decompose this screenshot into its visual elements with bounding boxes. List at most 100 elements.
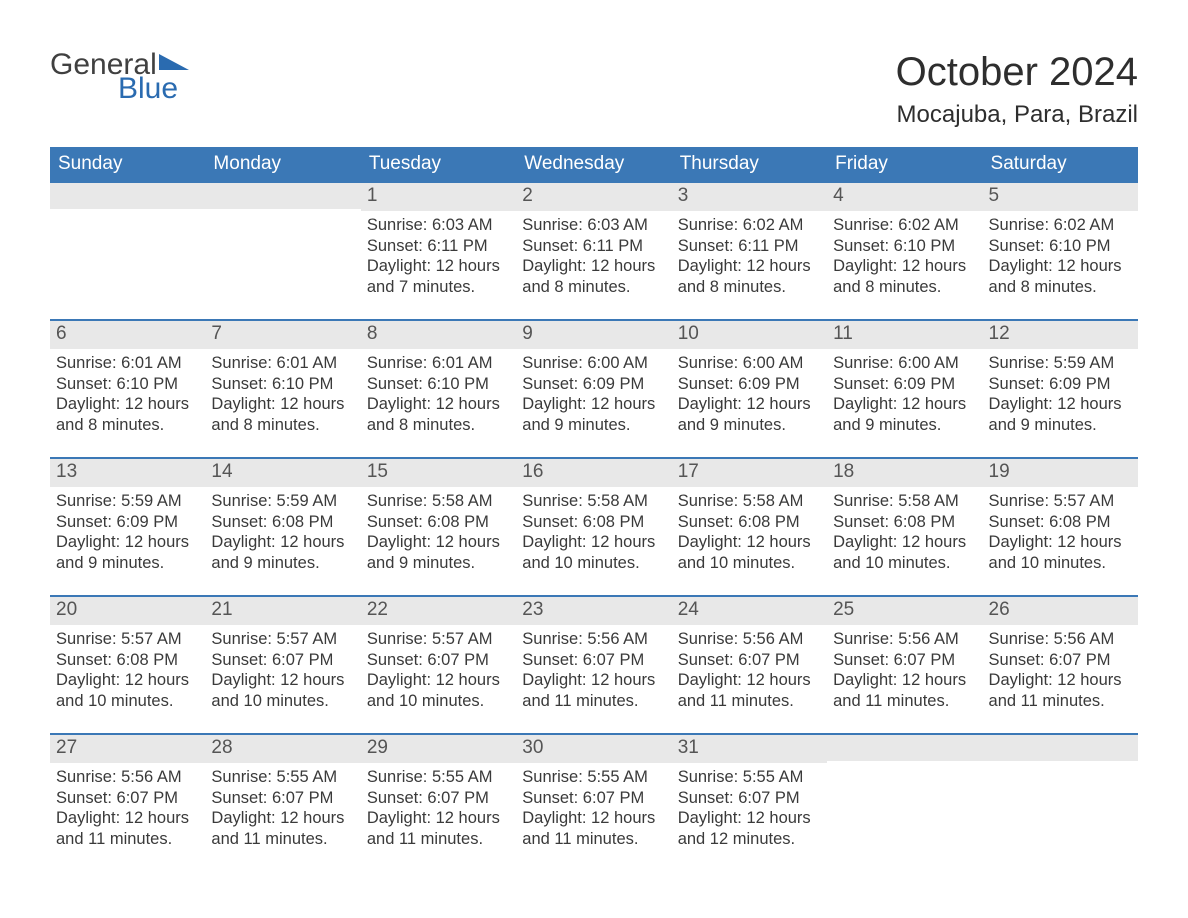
sunset-text: Sunset: 6:07 PM <box>678 788 821 809</box>
weekday-header: Friday <box>827 147 982 183</box>
sunset-text: Sunset: 6:08 PM <box>833 512 976 533</box>
week-row: 6Sunrise: 6:01 AMSunset: 6:10 PMDaylight… <box>50 319 1138 449</box>
daylight-text: Daylight: 12 hours and 8 minutes. <box>367 394 510 435</box>
day-body: Sunrise: 5:58 AMSunset: 6:08 PMDaylight:… <box>361 487 516 574</box>
brand-part2: Blue <box>118 74 189 104</box>
day-cell: 12Sunrise: 5:59 AMSunset: 6:09 PMDayligh… <box>983 321 1138 449</box>
day-body <box>50 209 205 213</box>
weekday-header: Sunday <box>50 147 205 183</box>
sunset-text: Sunset: 6:08 PM <box>211 512 354 533</box>
sunset-text: Sunset: 6:07 PM <box>522 650 665 671</box>
day-body: Sunrise: 6:01 AMSunset: 6:10 PMDaylight:… <box>205 349 360 436</box>
sunrise-text: Sunrise: 5:59 AM <box>989 353 1132 374</box>
daylight-text: Daylight: 12 hours and 8 minutes. <box>522 256 665 297</box>
day-number: 7 <box>205 321 360 349</box>
weeks-container: 1Sunrise: 6:03 AMSunset: 6:11 PMDaylight… <box>50 183 1138 863</box>
title-block: October 2024 Mocajuba, Para, Brazil <box>896 50 1138 129</box>
sunrise-text: Sunrise: 6:02 AM <box>833 215 976 236</box>
sunrise-text: Sunrise: 6:02 AM <box>678 215 821 236</box>
day-number: 25 <box>827 597 982 625</box>
sunrise-text: Sunrise: 6:02 AM <box>989 215 1132 236</box>
day-number: 20 <box>50 597 205 625</box>
day-body: Sunrise: 6:00 AMSunset: 6:09 PMDaylight:… <box>516 349 671 436</box>
day-number: 2 <box>516 183 671 211</box>
day-cell: 14Sunrise: 5:59 AMSunset: 6:08 PMDayligh… <box>205 459 360 587</box>
day-body: Sunrise: 5:58 AMSunset: 6:08 PMDaylight:… <box>516 487 671 574</box>
day-cell: 11Sunrise: 6:00 AMSunset: 6:09 PMDayligh… <box>827 321 982 449</box>
day-body: Sunrise: 5:56 AMSunset: 6:07 PMDaylight:… <box>827 625 982 712</box>
sunrise-text: Sunrise: 5:59 AM <box>56 491 199 512</box>
day-number: 16 <box>516 459 671 487</box>
sunset-text: Sunset: 6:08 PM <box>989 512 1132 533</box>
day-number: 22 <box>361 597 516 625</box>
day-cell: 19Sunrise: 5:57 AMSunset: 6:08 PMDayligh… <box>983 459 1138 587</box>
day-cell: 29Sunrise: 5:55 AMSunset: 6:07 PMDayligh… <box>361 735 516 863</box>
weekday-header: Monday <box>205 147 360 183</box>
day-body: Sunrise: 5:57 AMSunset: 6:07 PMDaylight:… <box>205 625 360 712</box>
day-number <box>205 183 360 209</box>
day-cell <box>827 735 982 863</box>
day-body: Sunrise: 6:00 AMSunset: 6:09 PMDaylight:… <box>827 349 982 436</box>
day-body: Sunrise: 5:56 AMSunset: 6:07 PMDaylight:… <box>516 625 671 712</box>
week-row: 20Sunrise: 5:57 AMSunset: 6:08 PMDayligh… <box>50 595 1138 725</box>
sunset-text: Sunset: 6:11 PM <box>678 236 821 257</box>
day-body: Sunrise: 5:55 AMSunset: 6:07 PMDaylight:… <box>205 763 360 850</box>
sunset-text: Sunset: 6:07 PM <box>211 788 354 809</box>
day-cell: 24Sunrise: 5:56 AMSunset: 6:07 PMDayligh… <box>672 597 827 725</box>
sunrise-text: Sunrise: 6:00 AM <box>678 353 821 374</box>
daylight-text: Daylight: 12 hours and 9 minutes. <box>989 394 1132 435</box>
day-number: 17 <box>672 459 827 487</box>
month-title: October 2024 <box>896 50 1138 95</box>
day-number <box>827 735 982 761</box>
daylight-text: Daylight: 12 hours and 9 minutes. <box>56 532 199 573</box>
day-cell: 6Sunrise: 6:01 AMSunset: 6:10 PMDaylight… <box>50 321 205 449</box>
sunset-text: Sunset: 6:11 PM <box>367 236 510 257</box>
day-body: Sunrise: 5:55 AMSunset: 6:07 PMDaylight:… <box>361 763 516 850</box>
day-cell: 16Sunrise: 5:58 AMSunset: 6:08 PMDayligh… <box>516 459 671 587</box>
sunset-text: Sunset: 6:10 PM <box>833 236 976 257</box>
sunset-text: Sunset: 6:07 PM <box>989 650 1132 671</box>
sunrise-text: Sunrise: 5:57 AM <box>367 629 510 650</box>
sunset-text: Sunset: 6:08 PM <box>367 512 510 533</box>
sunrise-text: Sunrise: 5:58 AM <box>367 491 510 512</box>
week-row: 1Sunrise: 6:03 AMSunset: 6:11 PMDaylight… <box>50 183 1138 311</box>
day-body: Sunrise: 5:58 AMSunset: 6:08 PMDaylight:… <box>672 487 827 574</box>
day-body: Sunrise: 6:03 AMSunset: 6:11 PMDaylight:… <box>361 211 516 298</box>
day-cell: 22Sunrise: 5:57 AMSunset: 6:07 PMDayligh… <box>361 597 516 725</box>
day-number: 31 <box>672 735 827 763</box>
daylight-text: Daylight: 12 hours and 10 minutes. <box>211 670 354 711</box>
day-number: 19 <box>983 459 1138 487</box>
sunrise-text: Sunrise: 5:58 AM <box>678 491 821 512</box>
sunrise-text: Sunrise: 5:57 AM <box>989 491 1132 512</box>
day-cell: 17Sunrise: 5:58 AMSunset: 6:08 PMDayligh… <box>672 459 827 587</box>
day-number: 15 <box>361 459 516 487</box>
day-cell: 27Sunrise: 5:56 AMSunset: 6:07 PMDayligh… <box>50 735 205 863</box>
daylight-text: Daylight: 12 hours and 10 minutes. <box>56 670 199 711</box>
calendar: Sunday Monday Tuesday Wednesday Thursday… <box>50 147 1138 863</box>
day-body: Sunrise: 6:00 AMSunset: 6:09 PMDaylight:… <box>672 349 827 436</box>
sunrise-text: Sunrise: 5:56 AM <box>522 629 665 650</box>
sunset-text: Sunset: 6:07 PM <box>56 788 199 809</box>
day-cell <box>205 183 360 311</box>
sunset-text: Sunset: 6:10 PM <box>367 374 510 395</box>
sunset-text: Sunset: 6:07 PM <box>211 650 354 671</box>
daylight-text: Daylight: 12 hours and 10 minutes. <box>367 670 510 711</box>
sunrise-text: Sunrise: 5:57 AM <box>56 629 199 650</box>
day-number: 21 <box>205 597 360 625</box>
sunset-text: Sunset: 6:11 PM <box>522 236 665 257</box>
day-number: 11 <box>827 321 982 349</box>
daylight-text: Daylight: 12 hours and 8 minutes. <box>678 256 821 297</box>
daylight-text: Daylight: 12 hours and 8 minutes. <box>211 394 354 435</box>
day-body: Sunrise: 5:56 AMSunset: 6:07 PMDaylight:… <box>50 763 205 850</box>
week-row: 13Sunrise: 5:59 AMSunset: 6:09 PMDayligh… <box>50 457 1138 587</box>
day-body: Sunrise: 5:57 AMSunset: 6:08 PMDaylight:… <box>50 625 205 712</box>
day-body: Sunrise: 5:59 AMSunset: 6:09 PMDaylight:… <box>50 487 205 574</box>
daylight-text: Daylight: 12 hours and 11 minutes. <box>367 808 510 849</box>
sunset-text: Sunset: 6:08 PM <box>522 512 665 533</box>
daylight-text: Daylight: 12 hours and 10 minutes. <box>678 532 821 573</box>
day-body: Sunrise: 5:57 AMSunset: 6:07 PMDaylight:… <box>361 625 516 712</box>
sunset-text: Sunset: 6:09 PM <box>522 374 665 395</box>
daylight-text: Daylight: 12 hours and 11 minutes. <box>989 670 1132 711</box>
sunrise-text: Sunrise: 5:56 AM <box>989 629 1132 650</box>
day-cell: 21Sunrise: 5:57 AMSunset: 6:07 PMDayligh… <box>205 597 360 725</box>
